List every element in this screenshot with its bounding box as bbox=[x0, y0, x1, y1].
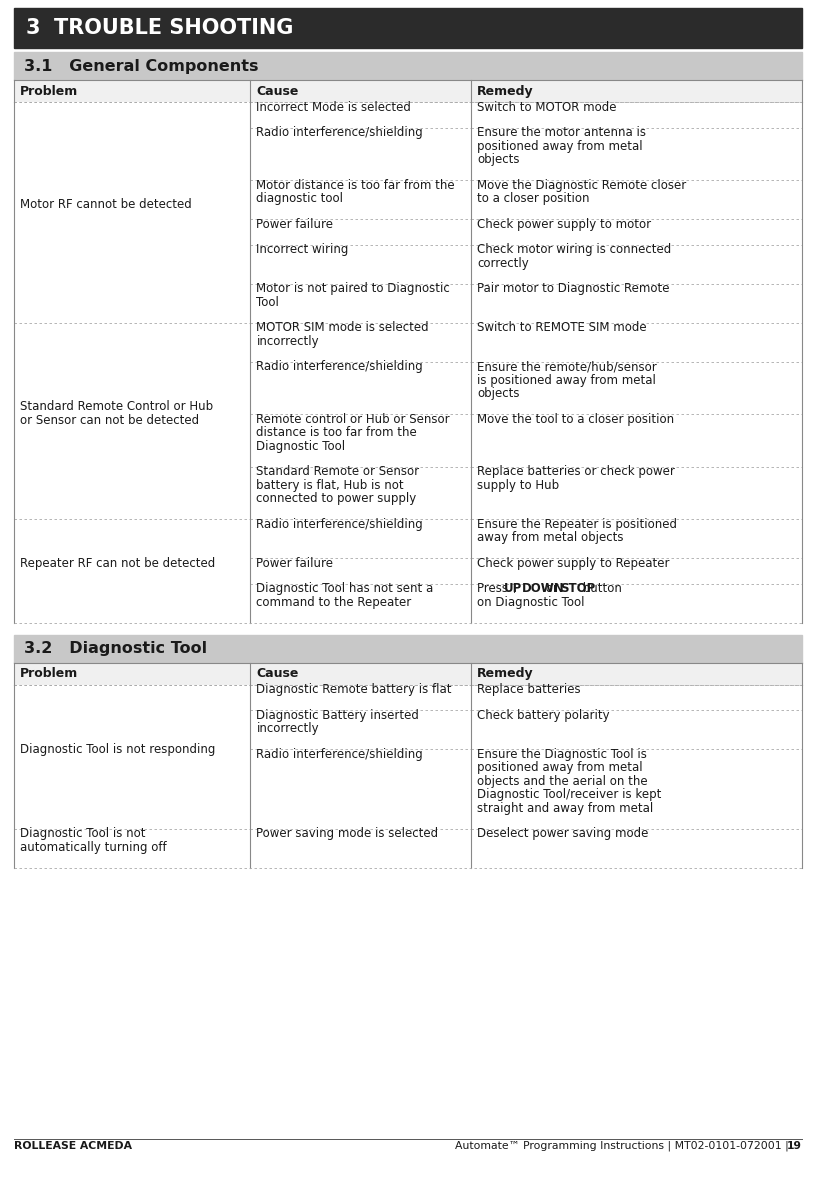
Text: Diagnostic Tool/receiver is kept: Diagnostic Tool/receiver is kept bbox=[477, 789, 662, 801]
Text: connected to power supply: connected to power supply bbox=[256, 492, 417, 505]
Text: Incorrect wiring: Incorrect wiring bbox=[256, 244, 348, 257]
Text: command to the Repeater: command to the Repeater bbox=[256, 596, 411, 609]
Text: away from metal objects: away from metal objects bbox=[477, 531, 623, 544]
Text: button: button bbox=[579, 582, 623, 595]
Text: distance is too far from the: distance is too far from the bbox=[256, 427, 417, 439]
Text: on Diagnostic Tool: on Diagnostic Tool bbox=[477, 596, 584, 609]
Text: STOP: STOP bbox=[560, 582, 595, 595]
Text: Remote control or Hub or Sensor: Remote control or Hub or Sensor bbox=[256, 413, 450, 426]
Bar bbox=[251, 80, 471, 102]
Text: straight and away from metal: straight and away from metal bbox=[477, 802, 654, 815]
Text: battery is flat, Hub is not: battery is flat, Hub is not bbox=[256, 479, 404, 492]
Text: Switch to REMOTE SIM mode: Switch to REMOTE SIM mode bbox=[477, 322, 646, 335]
Text: Motor RF cannot be detected: Motor RF cannot be detected bbox=[20, 199, 192, 212]
Text: automatically turning off: automatically turning off bbox=[20, 841, 166, 854]
Bar bbox=[14, 662, 251, 685]
Text: Check battery polarity: Check battery polarity bbox=[477, 709, 610, 722]
Bar bbox=[14, 634, 802, 662]
Text: Power failure: Power failure bbox=[256, 557, 334, 570]
Text: Power failure: Power failure bbox=[256, 218, 334, 231]
Text: Switch to MOTOR mode: Switch to MOTOR mode bbox=[477, 101, 617, 114]
Text: Diagnostic Tool is not responding: Diagnostic Tool is not responding bbox=[20, 743, 215, 756]
Text: Diagnostic Remote battery is flat: Diagnostic Remote battery is flat bbox=[256, 684, 452, 697]
Text: Pair motor to Diagnostic Remote: Pair motor to Diagnostic Remote bbox=[477, 283, 670, 296]
Text: Standard Remote Control or Hub: Standard Remote Control or Hub bbox=[20, 400, 213, 413]
Text: Replace batteries: Replace batteries bbox=[477, 684, 581, 697]
Text: Radio interference/shielding: Radio interference/shielding bbox=[256, 748, 424, 761]
Text: MOTOR SIM mode is selected: MOTOR SIM mode is selected bbox=[256, 322, 429, 335]
Text: to a closer position: to a closer position bbox=[477, 193, 589, 206]
Text: positioned away from metal: positioned away from metal bbox=[477, 140, 643, 153]
Text: positioned away from metal: positioned away from metal bbox=[477, 762, 643, 775]
Text: Cause: Cause bbox=[256, 667, 299, 680]
Text: Diagnostic Tool is not: Diagnostic Tool is not bbox=[20, 827, 145, 840]
Text: Problem: Problem bbox=[20, 667, 78, 680]
Text: 3.2   Diagnostic Tool: 3.2 Diagnostic Tool bbox=[24, 641, 207, 657]
Text: Problem: Problem bbox=[20, 84, 78, 97]
Text: Deselect power saving mode: Deselect power saving mode bbox=[477, 827, 649, 840]
Text: objects: objects bbox=[477, 388, 520, 401]
Text: Cause: Cause bbox=[256, 84, 299, 97]
Text: Press: Press bbox=[477, 582, 512, 595]
Text: Diagnostic Tool has not sent a: Diagnostic Tool has not sent a bbox=[256, 582, 433, 595]
Text: or: or bbox=[542, 582, 561, 595]
Text: Motor is not paired to Diagnostic: Motor is not paired to Diagnostic bbox=[256, 283, 450, 296]
Text: or Sensor can not be detected: or Sensor can not be detected bbox=[20, 414, 199, 427]
Text: objects and the aerial on the: objects and the aerial on the bbox=[477, 775, 648, 788]
Bar bbox=[14, 685, 802, 867]
Text: Standard Remote or Sensor: Standard Remote or Sensor bbox=[256, 465, 419, 478]
Text: Radio interference/shielding: Radio interference/shielding bbox=[256, 518, 424, 531]
Text: diagnostic tool: diagnostic tool bbox=[256, 193, 344, 206]
Text: Move the Diagnostic Remote closer: Move the Diagnostic Remote closer bbox=[477, 179, 686, 192]
Text: Remedy: Remedy bbox=[477, 84, 534, 97]
Text: Repeater RF can not be detected: Repeater RF can not be detected bbox=[20, 557, 215, 570]
Bar bbox=[14, 102, 802, 622]
Text: objects: objects bbox=[477, 154, 520, 167]
Text: Ensure the motor antenna is: Ensure the motor antenna is bbox=[477, 127, 646, 140]
Text: Remedy: Remedy bbox=[477, 667, 534, 680]
Text: Check motor wiring is connected: Check motor wiring is connected bbox=[477, 244, 672, 257]
Text: 19: 19 bbox=[787, 1140, 802, 1151]
Text: Ensure the Diagnostic Tool is: Ensure the Diagnostic Tool is bbox=[477, 748, 647, 761]
Text: Automate™ Programming Instructions | MT02-0101-072001 |: Automate™ Programming Instructions | MT0… bbox=[455, 1140, 792, 1151]
Text: TROUBLE SHOOTING: TROUBLE SHOOTING bbox=[54, 18, 294, 38]
Text: Check power supply to Repeater: Check power supply to Repeater bbox=[477, 557, 670, 570]
Text: Ensure the remote/hub/sensor: Ensure the remote/hub/sensor bbox=[477, 361, 657, 374]
Text: Power saving mode is selected: Power saving mode is selected bbox=[256, 827, 438, 840]
Text: 3.1   General Components: 3.1 General Components bbox=[24, 58, 259, 73]
Text: Tool: Tool bbox=[256, 296, 279, 309]
Text: Diagnostic Tool: Diagnostic Tool bbox=[256, 440, 345, 453]
Text: Radio interference/shielding: Radio interference/shielding bbox=[256, 127, 424, 140]
Text: Replace batteries or check power: Replace batteries or check power bbox=[477, 465, 675, 478]
Text: correctly: correctly bbox=[477, 257, 529, 270]
Bar bbox=[14, 52, 802, 80]
Text: UP: UP bbox=[503, 582, 521, 595]
Text: Move the tool to a closer position: Move the tool to a closer position bbox=[477, 413, 674, 426]
Bar bbox=[471, 662, 802, 685]
Text: ROLLEASE ACMEDA: ROLLEASE ACMEDA bbox=[14, 1140, 132, 1151]
Bar bbox=[14, 80, 251, 102]
Bar bbox=[14, 8, 802, 49]
Text: DOWN: DOWN bbox=[522, 582, 565, 595]
Text: Incorrect Mode is selected: Incorrect Mode is selected bbox=[256, 101, 411, 114]
Bar bbox=[251, 662, 471, 685]
Text: Check power supply to motor: Check power supply to motor bbox=[477, 218, 651, 231]
Text: supply to Hub: supply to Hub bbox=[477, 479, 559, 492]
Text: Ensure the Repeater is positioned: Ensure the Repeater is positioned bbox=[477, 518, 677, 531]
Text: Motor distance is too far from the: Motor distance is too far from the bbox=[256, 179, 455, 192]
Text: Diagnostic Battery inserted: Diagnostic Battery inserted bbox=[256, 709, 419, 722]
Text: is positioned away from metal: is positioned away from metal bbox=[477, 374, 656, 387]
Text: 3: 3 bbox=[26, 18, 41, 38]
Text: incorrectly: incorrectly bbox=[256, 335, 319, 348]
Text: ,: , bbox=[513, 582, 521, 595]
Text: incorrectly: incorrectly bbox=[256, 723, 319, 736]
Text: Radio interference/shielding: Radio interference/shielding bbox=[256, 361, 424, 374]
Bar bbox=[471, 80, 802, 102]
